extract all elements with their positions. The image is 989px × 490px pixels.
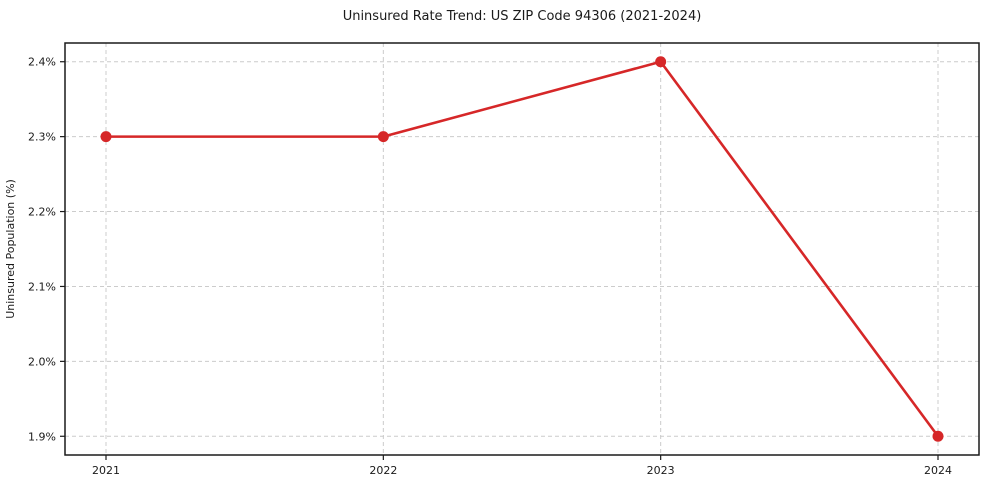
y-tick-label: 2.2% [28, 206, 56, 219]
axes-spines [64, 42, 980, 456]
chart-title: Uninsured Rate Trend: US ZIP Code 94306 … [343, 9, 702, 24]
y-axis-label: Uninsured Population (%) [4, 179, 17, 319]
trend-line [104, 60, 940, 438]
y-tick-label: 2.0% [28, 355, 56, 368]
data-point-2023 [655, 56, 667, 68]
axis-ticks [60, 61, 939, 460]
data-point-2022 [377, 131, 389, 143]
y-tick-label: 2.3% [28, 131, 56, 144]
data-point-2021 [100, 131, 112, 143]
y-tick-label: 2.1% [28, 280, 56, 293]
x-tick-label: 2024 [924, 464, 952, 477]
data-point-2024 [932, 430, 944, 442]
gridlines [65, 43, 979, 455]
y-tick-label: 2.4% [28, 56, 56, 69]
x-tick-label: 2021 [92, 464, 120, 477]
x-tick-label: 2023 [647, 464, 675, 477]
tick-labels: 1.9% 2.0% 2.1% 2.2% 2.3% 2.4% 2021 2022 2023 2024 [28, 56, 952, 477]
data-series [100, 56, 944, 442]
y-tick-label: 1.9% [28, 430, 56, 443]
plot-border [64, 42, 980, 456]
x-tick-label: 2022 [369, 464, 397, 477]
